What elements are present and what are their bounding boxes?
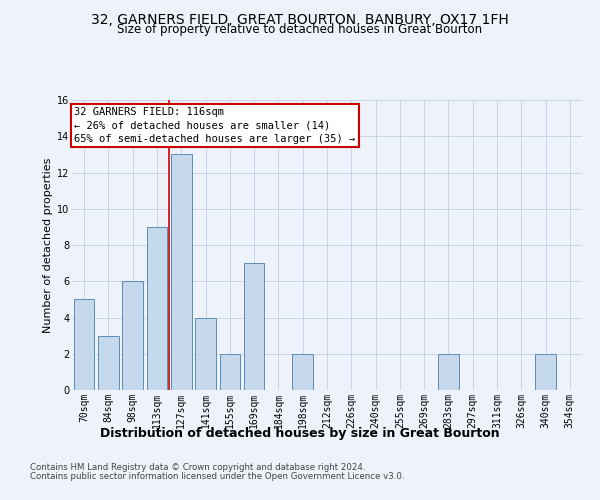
Text: 32, GARNERS FIELD, GREAT BOURTON, BANBURY, OX17 1FH: 32, GARNERS FIELD, GREAT BOURTON, BANBUR… xyxy=(91,12,509,26)
Y-axis label: Number of detached properties: Number of detached properties xyxy=(43,158,53,332)
Bar xyxy=(122,281,143,390)
Bar xyxy=(98,336,119,390)
Bar xyxy=(244,263,265,390)
Bar xyxy=(74,300,94,390)
Text: Contains HM Land Registry data © Crown copyright and database right 2024.: Contains HM Land Registry data © Crown c… xyxy=(30,464,365,472)
Bar xyxy=(171,154,191,390)
Bar xyxy=(146,227,167,390)
Bar xyxy=(535,354,556,390)
Bar xyxy=(438,354,459,390)
Text: Size of property relative to detached houses in Great Bourton: Size of property relative to detached ho… xyxy=(118,22,482,36)
Text: Distribution of detached houses by size in Great Bourton: Distribution of detached houses by size … xyxy=(100,428,500,440)
Bar xyxy=(220,354,240,390)
Text: 32 GARNERS FIELD: 116sqm
← 26% of detached houses are smaller (14)
65% of semi-d: 32 GARNERS FIELD: 116sqm ← 26% of detach… xyxy=(74,108,356,144)
Bar xyxy=(195,318,216,390)
Bar xyxy=(292,354,313,390)
Text: Contains public sector information licensed under the Open Government Licence v3: Contains public sector information licen… xyxy=(30,472,404,481)
